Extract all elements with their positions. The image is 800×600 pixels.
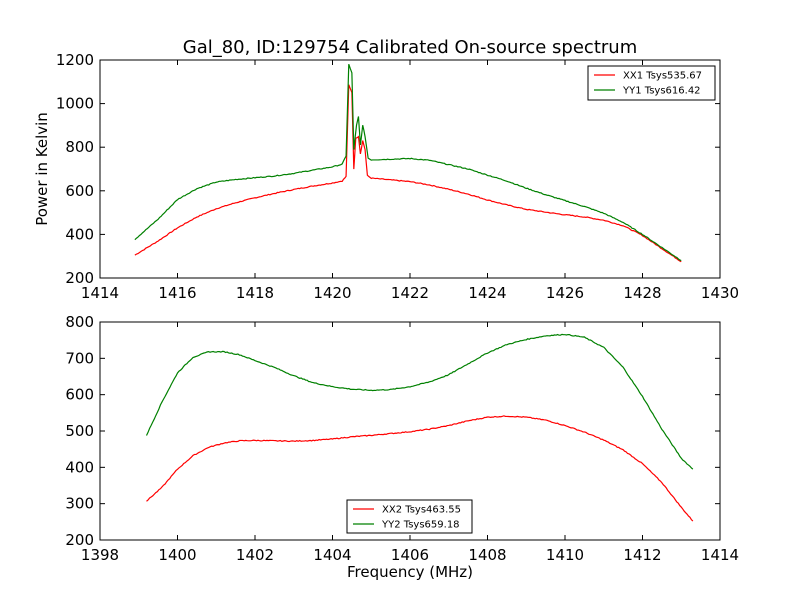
y-tick-label: 1000 [56,95,94,113]
top-spectrum-plot: 1414 1416 1418 1420 1422 1424 1426 1428 1430 200 4… [56,51,739,302]
y-tick-label: 300 [65,495,94,513]
y-tick-label: 400 [65,458,94,476]
y-tick-label: 700 [65,349,94,367]
legend: XX2 Tsys463.55 YY2 Tsys659.18 [346,499,473,534]
y-tick-label: 800 [65,313,94,331]
legend-box [346,499,473,534]
x-tick-label: 1414 [701,546,739,564]
x-tick-label: 1428 [623,284,661,302]
x-tick-label: 1402 [236,546,274,564]
x-tick-label: 1398 [81,546,119,564]
y-tick-label: 200 [65,531,94,549]
x-tick-label: 1406 [391,546,429,564]
y-tick-label: 600 [65,386,94,404]
legend-entry: XX2 Tsys463.55 [382,505,461,516]
chart-title: Gal_80, ID:129754 Calibrated On-source s… [183,37,637,58]
y-tick-label: 400 [65,225,94,243]
bottom-spectrum-plot: 1398 1400 1402 1404 1406 1408 1410 1412 1414 200 3… [65,313,739,564]
x-tick-label: 1404 [313,546,351,564]
x-tick-label: 1416 [158,284,196,302]
y-tick-label: 200 [65,269,94,287]
y-tick-label: 500 [65,422,94,440]
x-axis-label: Frequency (MHz) [347,563,473,581]
x-tick-label: 1426 [546,284,584,302]
series-line-1 [146,415,694,522]
series-line-1 [134,84,682,263]
y-tick-label: 800 [65,138,94,156]
legend-entry: YY2 Tsys659.18 [381,520,460,531]
y-tick-label: 600 [65,182,94,200]
y-tick-label: 1200 [56,51,94,69]
legend-entry: YY1 Tsys616.42 [622,86,701,97]
legend-box [587,65,716,101]
legend: XX1 Tsys535.67 YY1 Tsys616.42 [587,65,716,101]
x-tick-label: 1430 [701,284,739,302]
x-tick-label: 1420 [313,284,351,302]
x-tick-label: 1412 [623,546,661,564]
x-tick-label: 1414 [81,284,119,302]
y-axis-label: Power in Kelvin [33,112,51,226]
x-tick-label: 1400 [158,546,196,564]
x-tick-label: 1422 [391,284,429,302]
series-line-2 [134,63,682,262]
x-tick-label: 1408 [468,546,506,564]
series-line-2 [145,333,694,470]
x-tick-label: 1410 [546,546,584,564]
x-tick-label: 1424 [468,284,506,302]
legend-entry: XX1 Tsys535.67 [623,71,702,82]
x-tick-label: 1418 [236,284,274,302]
